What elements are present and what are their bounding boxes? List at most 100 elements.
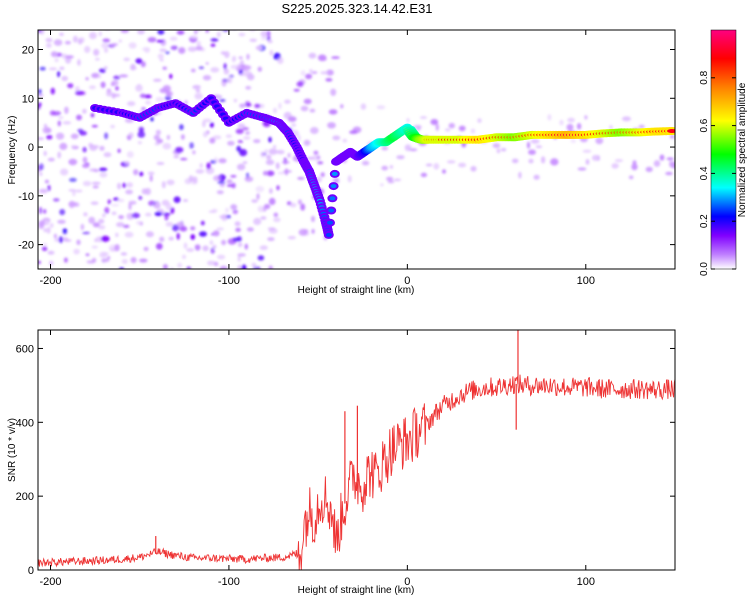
spectrogram-cell xyxy=(192,85,201,90)
spectrogram-cell xyxy=(138,126,144,133)
x-tick-label: 100 xyxy=(577,576,595,588)
spectrogram-cell xyxy=(193,30,198,35)
spectrogram-cell xyxy=(188,175,194,182)
x-tick-label: 0 xyxy=(404,576,410,588)
spectrogram-cell xyxy=(262,170,269,176)
spectrogram-cell xyxy=(566,123,574,131)
spectrogram-cell xyxy=(128,132,134,139)
spectrogram-cell xyxy=(169,73,173,79)
spectrogram-cell xyxy=(252,266,261,269)
spectrogram-cell xyxy=(212,135,222,140)
spectrogram-cell xyxy=(186,248,195,252)
spectrogram-cell xyxy=(209,240,214,246)
spectrogram-cell xyxy=(49,223,54,228)
spectrogram-cell xyxy=(223,63,227,70)
spectrogram-cell xyxy=(170,45,178,50)
spectrogram-cell xyxy=(659,154,665,161)
spectrogram-cell xyxy=(251,199,258,203)
spectrogram-cell xyxy=(179,124,184,131)
spectrogram-cell xyxy=(210,38,219,42)
spectrogram-cell xyxy=(101,258,110,263)
spectrogram-cell xyxy=(396,155,405,160)
spectrogram-cell xyxy=(98,68,106,74)
spectrogram-cell xyxy=(276,149,285,155)
spectrogram-cell xyxy=(124,161,130,165)
spectrogram-cell xyxy=(62,121,72,125)
spectrogram-cell xyxy=(195,45,203,51)
spectrogram-cell xyxy=(183,199,188,202)
spectrogram-cell xyxy=(360,103,367,110)
spectrogram-cell xyxy=(287,116,297,122)
spectrogram-cell xyxy=(645,166,653,173)
spectrogram-cell xyxy=(260,36,267,41)
spectrogram-cell xyxy=(226,179,233,184)
spectrogram-y-ticks: -20 -10 0 10 20 xyxy=(18,45,675,252)
spectrogram-cell xyxy=(119,74,129,78)
spectrogram-cell xyxy=(49,24,54,27)
spectrogram-cell xyxy=(102,252,110,256)
spectrogram-background xyxy=(38,30,675,269)
spectrogram-cell xyxy=(192,150,196,155)
spectrogram-cell xyxy=(277,56,284,65)
spectrogram-cell xyxy=(277,171,287,175)
spectrogram-cell xyxy=(178,47,186,54)
spectrogram-cell xyxy=(103,152,112,158)
spectrogram-cell xyxy=(276,185,280,191)
spectrogram-cell xyxy=(308,52,317,59)
spectrogram-cell xyxy=(80,91,86,95)
spectrogram-cell xyxy=(669,160,673,168)
spectrogram-cell xyxy=(317,161,324,165)
spectrogram-cell xyxy=(115,232,119,238)
spectrogram-cell xyxy=(212,244,217,249)
spectrogram-cell xyxy=(420,172,428,178)
spectrogram-cell xyxy=(53,39,63,46)
spectrogram-cell xyxy=(50,87,55,95)
spectrogram-cell xyxy=(666,157,674,161)
spectrogram-cell xyxy=(328,109,338,115)
spectrogram-cell xyxy=(118,215,124,220)
spectrogram-cell xyxy=(518,171,522,179)
snr-y-label: SNR (10 * v/v) xyxy=(7,418,18,482)
spectrogram-cell xyxy=(298,199,302,205)
spectrogram-cell xyxy=(218,158,227,164)
spectrogram-cell xyxy=(632,160,637,166)
spectrogram-cell xyxy=(267,227,276,231)
spectrogram-cell xyxy=(316,156,320,159)
spectrogram-x-label: Height of straight line (km) xyxy=(298,285,415,296)
spectrogram-cell xyxy=(195,169,205,174)
spectrogram-cell xyxy=(500,148,507,152)
spectrogram-cell xyxy=(190,226,196,231)
spectrogram-cell xyxy=(386,176,394,181)
spectrogram-cell xyxy=(113,75,121,80)
spectrogram-cell xyxy=(665,171,673,176)
spectrogram-cell xyxy=(118,39,123,43)
spectrogram-cell xyxy=(435,123,439,131)
spectrogram-cell xyxy=(100,81,106,89)
spectrogram-cell xyxy=(189,142,194,149)
spectrogram-cell xyxy=(413,124,422,129)
spectrogram-x-ticks: -200 -100 0 100 xyxy=(39,30,595,287)
spectrogram-cell xyxy=(243,136,251,140)
spectrogram-cell xyxy=(47,157,55,162)
spectrogram-cell xyxy=(75,189,83,193)
spectrogram-cell xyxy=(202,75,212,81)
x-tick-label: -200 xyxy=(39,576,61,588)
spectrogram-cell xyxy=(230,64,239,70)
spectrogram-cell xyxy=(39,172,43,176)
spectrogram-cell xyxy=(303,139,311,146)
spectrogram-cell xyxy=(38,93,44,97)
spectrogram-cell xyxy=(577,167,587,171)
spectrogram-cell xyxy=(614,159,624,163)
spectrogram-cell xyxy=(125,189,133,195)
spectrogram-cell xyxy=(381,165,389,171)
spectrogram-cell xyxy=(430,119,439,125)
spectrogram-cell xyxy=(131,212,140,219)
spectrogram-cell xyxy=(389,165,393,169)
spectrogram-cell xyxy=(162,142,172,150)
spectrogram-cell xyxy=(182,254,186,259)
spectrogram-cell xyxy=(157,30,165,35)
spectrogram-cell xyxy=(70,133,79,140)
spectrogram-cell xyxy=(320,172,325,178)
spectrogram-cell xyxy=(209,137,216,144)
spectrogram-cell xyxy=(584,115,588,120)
